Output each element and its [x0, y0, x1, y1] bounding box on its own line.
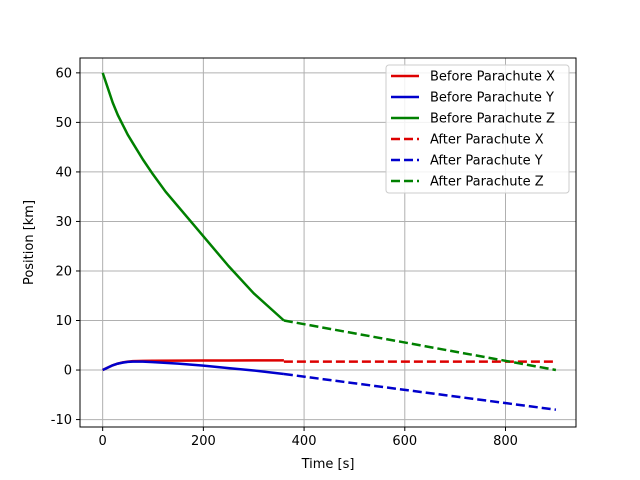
- after-parachute-y-line: [283, 372, 557, 411]
- y-tick-label: 20: [55, 264, 72, 279]
- legend-label-before-parachute-y: Before Parachute Y: [430, 91, 554, 106]
- before-parachute-y-line: [102, 360, 285, 376]
- y-tick-label: 10: [55, 314, 72, 329]
- y-axis-label: Position [km]: [22, 200, 37, 285]
- legend-label-before-parachute-z: Before Parachute Z: [430, 112, 555, 127]
- y-tick-label: -10: [51, 413, 72, 428]
- legend-label-after-parachute-x: After Parachute X: [430, 133, 544, 148]
- y-tick-label: 50: [55, 116, 72, 131]
- x-axis-label: Time [s]: [301, 457, 355, 472]
- legend-box: [385, 64, 570, 194]
- x-tick-label: 800: [493, 434, 518, 449]
- x-tick-label: 600: [392, 434, 417, 449]
- y-tick-label: 40: [55, 165, 72, 180]
- y-tick-label: 60: [55, 66, 72, 81]
- x-tick-label: 0: [99, 434, 107, 449]
- x-tick-label: 400: [292, 434, 317, 449]
- series-lines: [101, 72, 557, 411]
- after-parachute-z-line: [283, 319, 557, 372]
- before-parachute-z-line: [101, 72, 285, 322]
- legend-label-after-parachute-z: After Parachute Z: [430, 175, 544, 190]
- y-tick-label: 0: [64, 364, 72, 379]
- legend-label-before-parachute-x: Before Parachute X: [430, 70, 555, 85]
- x-tick-label: 200: [191, 434, 216, 449]
- plot-frame: [79, 57, 577, 428]
- legend-label-after-parachute-y: After Parachute Y: [430, 154, 543, 169]
- y-tick-label: 30: [55, 215, 72, 230]
- legend: Before Parachute X Before Parachute Y Befo…: [385, 64, 570, 194]
- axis-ticks: 0 200 400 600 800 -10 0 10 20 30 40 50 60: [51, 66, 518, 449]
